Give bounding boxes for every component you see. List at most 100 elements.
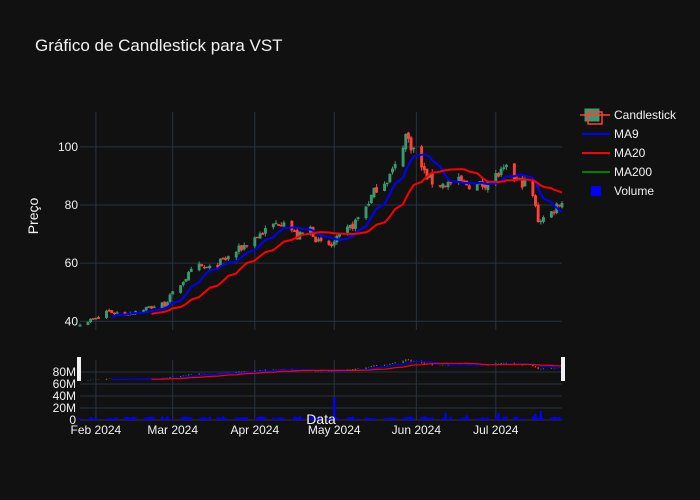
- volume-bar: [94, 418, 98, 420]
- candle-body: [189, 268, 193, 273]
- volume-bar: [346, 417, 349, 420]
- volume-bar: [187, 417, 190, 420]
- volume-bar: [407, 416, 410, 420]
- volume-bar: [97, 418, 100, 420]
- candle-body: [181, 282, 185, 286]
- y-tick-label: 40: [65, 314, 79, 328]
- candle-body: [367, 203, 371, 206]
- range-handle-left[interactable]: [77, 357, 81, 381]
- candle-body: [316, 239, 320, 242]
- volume-bar: [438, 418, 442, 420]
- volume-bar: [280, 417, 283, 420]
- volume-bar: [147, 417, 151, 420]
- candle-body: [409, 137, 413, 151]
- volume-bar: [558, 416, 561, 420]
- volume-bar: [277, 417, 280, 420]
- volume-bar: [184, 416, 188, 420]
- candle-body: [446, 182, 450, 188]
- candle-body: [224, 257, 228, 260]
- x-tick-label: Mar 2024: [147, 423, 198, 437]
- volume-bar: [274, 418, 278, 420]
- volume-bar: [134, 417, 137, 420]
- x-tick-label: Jun 2024: [392, 423, 442, 437]
- volume-bar: [298, 416, 302, 420]
- legend-square-icon: [591, 186, 601, 196]
- candle-body: [234, 251, 238, 258]
- volume-bar: [110, 418, 113, 420]
- candle-body: [94, 317, 98, 320]
- volume-bar: [261, 416, 264, 420]
- volume-bar: [505, 416, 508, 420]
- moving-average-lines: [111, 153, 563, 319]
- candle-body: [534, 195, 537, 206]
- candle-body: [512, 163, 516, 180]
- volume-bar: [388, 417, 392, 420]
- x-tick-label: May 2024: [308, 423, 361, 437]
- candle-body: [383, 183, 387, 191]
- volume-bar: [330, 417, 333, 420]
- candle-body: [179, 285, 183, 293]
- volume-bar: [486, 417, 490, 420]
- candle-body: [221, 257, 225, 260]
- x-tick-label: Jul 2024: [473, 423, 519, 437]
- candle-body: [406, 132, 410, 139]
- legend-item[interactable]: Volume: [591, 184, 654, 198]
- candle-body: [319, 237, 323, 241]
- candle-body: [356, 217, 360, 219]
- volume-bar: [272, 417, 275, 420]
- main-plot-grid: [80, 112, 562, 330]
- volume-bar: [131, 416, 135, 420]
- legend-candle-down-icon: [587, 111, 603, 125]
- candle-body: [499, 168, 503, 176]
- candle-body: [375, 187, 379, 193]
- volume-bar: [333, 397, 336, 420]
- range-slider[interactable]: [77, 357, 565, 381]
- volume-bar: [160, 416, 164, 420]
- candle-body: [168, 294, 172, 302]
- legend-item[interactable]: MA200: [582, 165, 652, 179]
- candle-body: [549, 211, 553, 218]
- candle-body: [78, 324, 82, 327]
- candle-body: [348, 225, 352, 229]
- volume-bar: [518, 418, 521, 420]
- volume-bar: [123, 417, 127, 420]
- candle-body: [475, 183, 479, 191]
- legend-label: MA20: [614, 146, 646, 160]
- volume-bar: [168, 418, 172, 420]
- volume-bar: [129, 417, 132, 420]
- range-handle-right[interactable]: [561, 357, 565, 381]
- legend[interactable]: Candlestick MA9 MA20 MA200 Volume: [580, 108, 677, 198]
- volume-bar: [163, 418, 166, 420]
- volume-bar: [348, 416, 352, 420]
- candle-body: [364, 206, 368, 219]
- candle-body: [89, 318, 93, 323]
- volume-bar: [200, 417, 204, 420]
- volume-bar: [515, 416, 519, 420]
- candle-body: [197, 263, 201, 271]
- x-axis-label: Data: [306, 411, 336, 427]
- legend-item[interactable]: Candlestick: [580, 108, 677, 125]
- volume-bar: [205, 418, 209, 420]
- volume-bar: [107, 417, 111, 420]
- volume-bar: [237, 417, 241, 420]
- candle-body: [263, 228, 267, 234]
- candle-body: [147, 306, 151, 308]
- volume-bar: [240, 417, 243, 420]
- legend-item[interactable]: MA20: [582, 146, 646, 160]
- volume-bar: [462, 417, 466, 420]
- date-axis: Feb 2024 Mar 2024 Apr 2024 May 2024 Jun 2024…: [71, 423, 519, 437]
- candle-body: [552, 211, 556, 214]
- volume-bar: [386, 417, 389, 420]
- volume-bar: [311, 416, 315, 420]
- volume-bar: [375, 418, 378, 420]
- candle-body: [467, 185, 471, 190]
- candle-body: [385, 182, 389, 185]
- candle-body: [444, 185, 447, 188]
- candle-body: [112, 312, 116, 315]
- legend-item[interactable]: MA9: [582, 127, 639, 141]
- volume-tick-label: 60M: [53, 377, 76, 391]
- candle-body: [144, 307, 148, 311]
- candle-body: [523, 179, 527, 187]
- volume-bar: [468, 418, 471, 420]
